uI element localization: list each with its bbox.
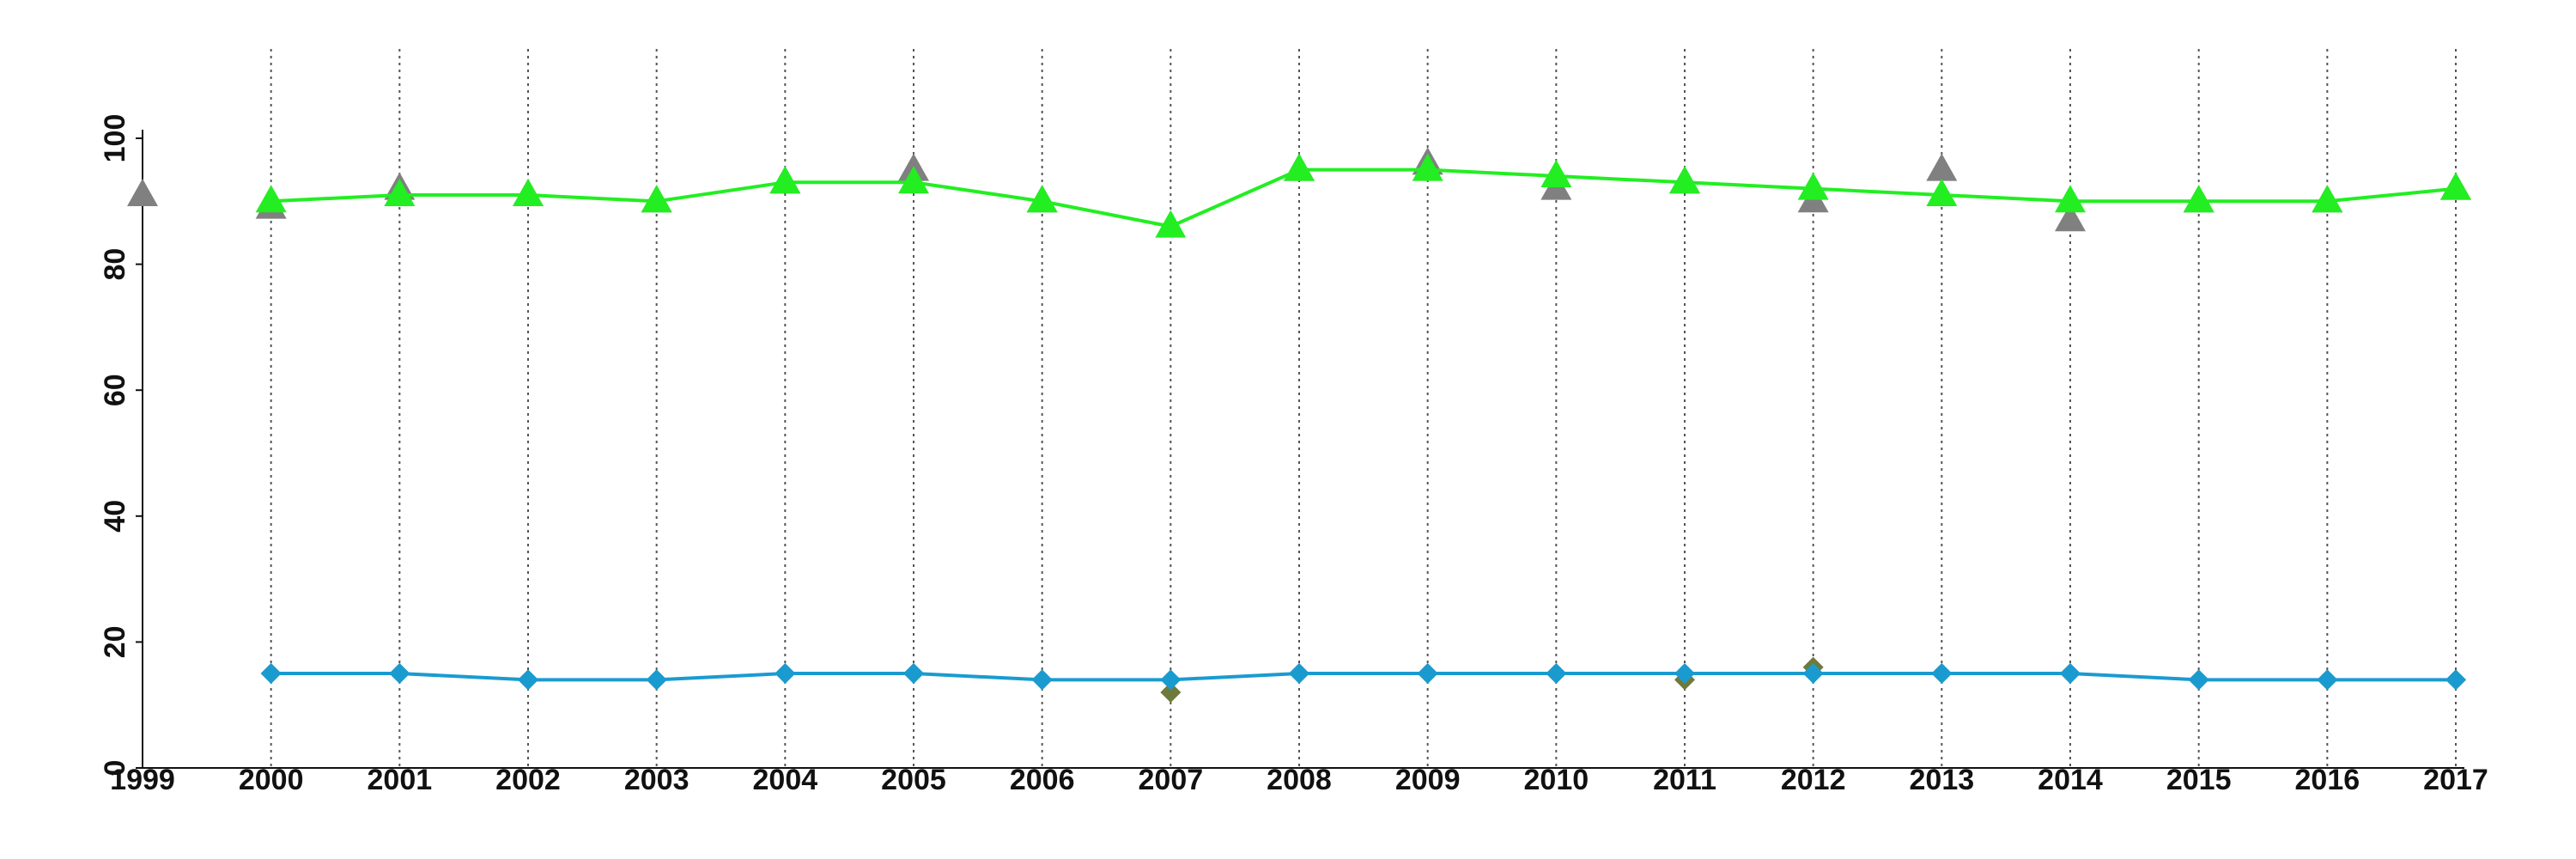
data-point [1669,166,1700,194]
y-tick-label: 100 [99,114,131,163]
data-point [1031,669,1053,691]
data-point [641,185,672,213]
data-point [775,663,796,685]
data-point [2183,185,2215,213]
data-point [1931,663,1953,685]
series-line [270,672,2456,682]
y-tick-label: 60 [99,374,131,406]
x-tick-label: 2004 [753,764,818,796]
data-point [127,178,158,206]
x-tick-label: 2014 [2038,764,2103,796]
x-tick-label: 2000 [239,764,304,796]
data-point [255,185,287,213]
data-point [260,663,282,685]
data-point [2312,185,2343,213]
x-tick-label: 2003 [624,764,690,796]
data-point [2317,669,2338,691]
data-point [1284,153,1315,181]
x-tick-label: 2016 [2295,764,2360,796]
data-point [2188,669,2209,691]
data-point [898,166,929,194]
data-point [1802,663,1824,685]
x-tick-label: 2012 [1781,764,1846,796]
x-tick-label: 2015 [2166,764,2232,796]
x-tick-label: 2008 [1267,764,1332,796]
data-point [1417,663,1438,685]
y-tick-label: 20 [99,625,131,658]
series-line [270,168,2457,228]
x-tick-label: 2005 [881,764,946,796]
data-point [518,669,538,691]
x-tick-label: 2007 [1139,764,1204,796]
y-tick-label: 80 [99,248,131,281]
data-point [1412,153,1443,181]
data-point [2445,669,2466,691]
y-tick-label: 40 [99,500,131,533]
y-tick-label: 0 [99,760,131,777]
data-point [1160,669,1182,691]
data-point [1289,663,1309,685]
data-point [1540,159,1572,187]
data-point [513,178,544,206]
x-tick-label: 2017 [2423,764,2488,796]
data-point [769,166,801,194]
data-point [646,669,667,691]
data-point [384,178,416,206]
data-point [2060,663,2081,685]
data-point [1797,172,1829,200]
data-point [1674,663,1695,685]
data-point [1926,153,1958,181]
x-tick-label: 2001 [368,764,433,796]
data-point [1546,663,1567,685]
data-point [2055,185,2086,213]
data-point [2440,172,2471,200]
data-point [1155,210,1187,238]
data-point [1160,682,1182,704]
x-tick-label: 1999 [110,764,175,796]
data-point [903,663,924,685]
x-tick-label: 2011 [1653,764,1716,796]
data-point [389,663,410,685]
x-tick-label: 2002 [495,764,561,796]
data-point [1026,185,1058,213]
data-point [2055,204,2086,232]
x-tick-label: 2013 [1910,764,1975,796]
x-tick-label: 2006 [1010,764,1075,796]
x-tick-label: 2010 [1524,764,1589,796]
x-tick-label: 2009 [1395,764,1461,796]
data-point [1926,178,1958,206]
